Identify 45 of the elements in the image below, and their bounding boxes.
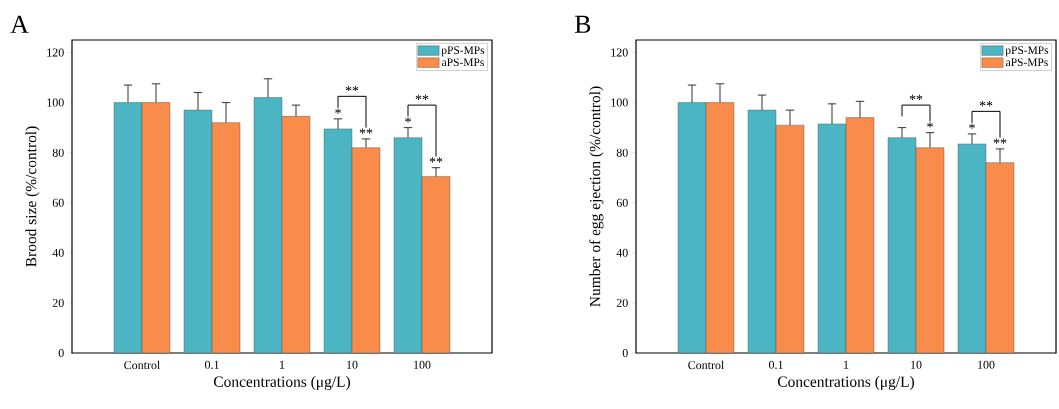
y-tick-label: 80 — [616, 148, 628, 157]
y-tick-label: 120 — [47, 48, 64, 57]
annotation: ** — [909, 94, 923, 100]
x-tick-label: 1 — [280, 360, 285, 369]
y-axis-title: Number of egg ejection (%/control) — [589, 86, 604, 307]
chart-title: A — [10, 15, 29, 33]
annotation: ** — [359, 128, 373, 134]
y-tick-label: 20 — [616, 298, 628, 307]
annotation: ** — [979, 101, 993, 107]
annotation: ** — [993, 138, 1007, 144]
y-tick-label: 20 — [52, 298, 64, 307]
x-axis-title: Concentrations (μg/L) — [213, 376, 351, 391]
legend-label: pPS-MPs — [441, 46, 485, 57]
y-tick-label: 0 — [622, 348, 628, 358]
y-tick-label: 0 — [58, 348, 64, 358]
y-tick-label: 40 — [52, 248, 64, 257]
annotation: * — [405, 117, 411, 123]
x-tick-label: Control — [124, 360, 161, 370]
annotation: ** — [429, 157, 443, 163]
legend-label: pPS-MPs — [1005, 46, 1049, 57]
y-tick-label: 40 — [616, 248, 628, 257]
x-tick-label: 10 — [347, 360, 358, 369]
y-tick-label: 60 — [52, 198, 64, 207]
x-tick-label: 100 — [978, 360, 995, 369]
x-axis-title: Concentrations (μg/L) — [777, 376, 915, 391]
chart-title: B — [574, 15, 591, 33]
y-tick-label: 100 — [611, 98, 628, 107]
x-tick-label: 100 — [414, 360, 431, 369]
x-tick-label: 0.1 — [768, 360, 783, 369]
y-tick-label: 60 — [616, 198, 628, 207]
annotation: ** — [345, 86, 359, 92]
y-axis-title: Brood size (%/control) — [25, 126, 40, 267]
annotation: * — [969, 123, 975, 129]
annotation: ** — [415, 94, 429, 100]
legend-label: aPS-MPs — [442, 58, 484, 67]
y-tick-label: 120 — [611, 48, 628, 57]
x-tick-label: 0.1 — [204, 360, 219, 369]
x-tick-label: 1 — [844, 360, 849, 369]
annotation: * — [335, 108, 341, 114]
x-tick-label: 10 — [911, 360, 922, 369]
annotation: * — [927, 122, 933, 128]
y-tick-label: 100 — [47, 98, 64, 107]
legend-label: aPS-MPs — [1006, 58, 1048, 67]
y-tick-label: 80 — [52, 148, 64, 157]
x-tick-label: Control — [688, 360, 725, 370]
